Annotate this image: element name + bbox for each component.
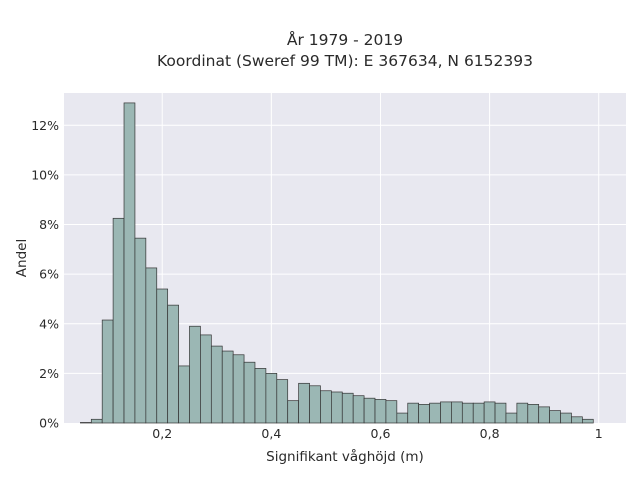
histogram-bar	[516, 402, 529, 424]
histogram-bar	[287, 400, 299, 424]
histogram-bar	[418, 404, 430, 424]
histogram-bar	[538, 406, 550, 424]
x-tick-label: 0,8	[480, 426, 500, 441]
grid-lines	[64, 93, 626, 423]
x-axis-label: Signifikant våghöjd (m)	[266, 448, 424, 465]
histogram-bar	[210, 345, 223, 424]
histogram-bar	[461, 402, 474, 424]
histogram-bar	[221, 350, 234, 424]
chart-title-line2: Koordinat (Sweref 99 TM): E 367634, N 61…	[157, 52, 533, 70]
histogram-bar	[374, 399, 387, 424]
histogram-bar	[549, 410, 561, 424]
histogram-bar	[396, 412, 409, 424]
histogram-bar	[243, 361, 256, 424]
y-tick-label: 0%	[39, 416, 59, 431]
x-tick-label: 0,6	[371, 426, 391, 441]
y-tick-label: 4%	[39, 316, 59, 331]
histogram-bar	[581, 418, 594, 424]
x-tick-label: 0,4	[261, 426, 281, 441]
histogram-bar	[276, 379, 289, 424]
y-tick-label: 2%	[39, 366, 59, 381]
histogram-bar	[320, 390, 332, 424]
histogram-bar	[265, 373, 278, 424]
histogram-bar	[156, 288, 169, 424]
histogram-bar	[341, 392, 354, 424]
histogram-bar	[189, 325, 201, 424]
histogram-bars	[80, 102, 594, 424]
histogram-bar	[440, 401, 452, 424]
histogram-bar	[571, 416, 583, 424]
y-tick-label: 12%	[31, 118, 59, 133]
histogram-bar	[123, 102, 136, 424]
histogram-bar	[178, 365, 190, 424]
chart-title-line1: År 1979 - 2019	[287, 30, 403, 49]
histogram-bar	[254, 368, 267, 424]
histogram-bar	[331, 391, 343, 424]
histogram-bar	[352, 395, 365, 424]
histogram-bar	[527, 404, 540, 424]
y-tick-label: 6%	[39, 267, 59, 282]
histogram-bar	[232, 354, 245, 424]
histogram-bar	[101, 319, 114, 424]
histogram-bar	[145, 267, 158, 424]
histogram-bar	[472, 402, 485, 424]
histogram-bar	[451, 401, 463, 424]
y-tick-label: 8%	[39, 217, 59, 232]
y-tick-labels: 0% 2% 4% 6% 8% 10% 12%	[31, 118, 59, 431]
histogram-bar	[407, 402, 420, 424]
histogram-bar	[112, 217, 125, 424]
x-tick-labels: 0,2 0,4 0,6 0,8 1	[152, 426, 602, 441]
histogram-bar	[505, 412, 518, 424]
histogram-bar	[134, 237, 147, 424]
y-tick-label: 10%	[31, 167, 59, 182]
x-tick-label: 1	[595, 426, 603, 441]
histogram-bar	[200, 334, 212, 424]
histogram-bar	[298, 382, 310, 424]
histogram-bar	[167, 304, 179, 424]
x-tick-label: 0,2	[152, 426, 172, 441]
histogram-bar	[483, 401, 496, 424]
histogram-bar	[90, 418, 103, 424]
histogram-bar	[385, 400, 398, 424]
histogram-bar	[560, 412, 572, 424]
histogram-bar	[309, 385, 321, 424]
y-axis-label: Andel	[14, 239, 30, 277]
histogram-bar	[363, 397, 376, 424]
histogram-bar	[429, 402, 441, 424]
histogram-bar	[494, 402, 507, 424]
